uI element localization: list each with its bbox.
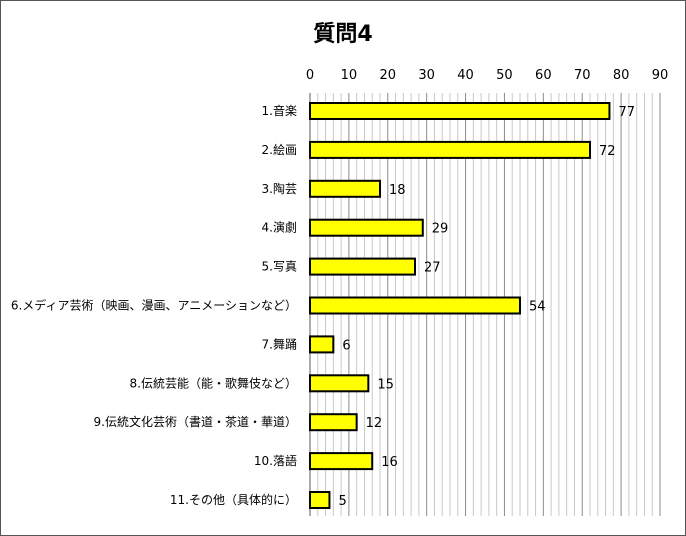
x-tick-label: 0 <box>306 68 314 83</box>
bar <box>309 218 424 237</box>
data-label: 16 <box>381 455 398 470</box>
bar <box>309 335 335 354</box>
x-tick-label: 40 <box>457 68 474 83</box>
chart-title: 質問4 <box>313 22 372 47</box>
data-label: 72 <box>599 144 616 159</box>
x-tick-label: 30 <box>418 68 435 83</box>
data-label: 15 <box>377 377 394 392</box>
data-label: 29 <box>432 222 449 237</box>
bars <box>309 102 611 509</box>
x-tick-label: 20 <box>380 68 397 83</box>
x-tick-label: 60 <box>535 68 552 83</box>
category-label: 9.伝統文化芸術（書道・茶道・華道） <box>94 414 297 429</box>
data-label: 27 <box>424 261 441 276</box>
x-tick-label: 80 <box>613 68 630 83</box>
category-label: 4.演劇 <box>262 220 297 235</box>
bar <box>309 413 358 432</box>
bar <box>309 257 416 276</box>
bar <box>309 102 611 120</box>
category-label: 10.落語 <box>254 453 297 468</box>
x-axis-ticks: 0 10 20 30 40 50 60 70 80 90 <box>306 68 668 83</box>
bar <box>309 491 331 509</box>
x-tick-label: 50 <box>496 68 513 83</box>
category-label: 11.その他（具体的に） <box>170 492 297 507</box>
data-labels: 77 72 18 29 27 54 6 15 12 16 5 <box>338 105 635 509</box>
data-label: 6 <box>342 338 350 353</box>
category-label: 3.陶芸 <box>262 181 297 196</box>
x-tick-label: 90 <box>652 68 669 83</box>
category-label: 6.メディア芸術（映画、漫画、アニメーションなど） <box>11 298 297 313</box>
x-tick-label: 10 <box>341 68 358 83</box>
category-labels: 1.音楽 2.絵画 3.陶芸 4.演劇 5.写真 6.メディア芸術（映画、漫画、アニメーシ… <box>11 103 297 507</box>
data-label: 5 <box>338 494 346 509</box>
bar <box>309 140 591 159</box>
data-label: 12 <box>366 416 383 431</box>
category-label: 2.絵画 <box>262 142 297 157</box>
category-label: 5.写真 <box>262 260 297 274</box>
data-label: 54 <box>529 300 546 315</box>
x-tick-label: 70 <box>574 68 591 83</box>
bar <box>309 374 370 393</box>
category-label: 8.伝統芸能（能・歌舞伎など） <box>130 375 297 390</box>
bar <box>309 179 381 198</box>
bar <box>309 452 374 471</box>
category-label: 1.音楽 <box>262 103 297 118</box>
data-label: 18 <box>389 183 406 198</box>
data-label: 77 <box>618 105 635 120</box>
category-label: 7.舞踊 <box>262 337 297 351</box>
bar <box>309 296 521 315</box>
